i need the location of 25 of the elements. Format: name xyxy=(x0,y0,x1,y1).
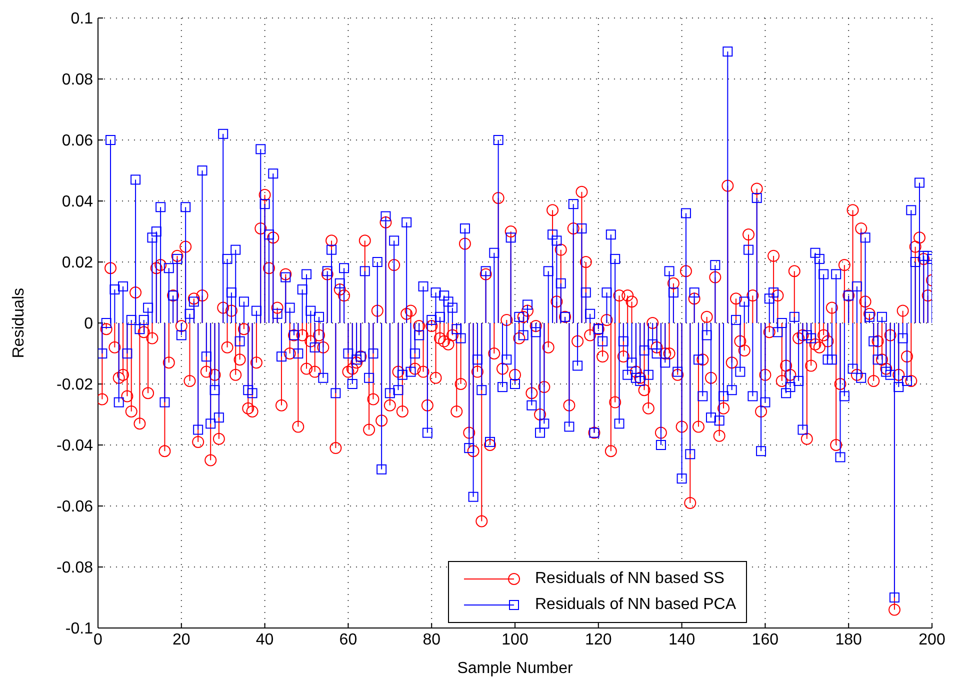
y-tick-label: 0 xyxy=(84,316,94,333)
x-tick-label: 60 xyxy=(339,631,358,648)
y-tick-label: 0.04 xyxy=(62,194,94,211)
y-tick-label: 0.02 xyxy=(62,254,94,272)
x-tick-label: 120 xyxy=(585,631,612,648)
y-tick-label: 0.08 xyxy=(62,72,94,89)
x-tick-label: 140 xyxy=(668,631,696,648)
x-tick-label: 40 xyxy=(256,631,274,648)
y-tick-label: -0.1 xyxy=(65,620,94,638)
x-tick-label: 20 xyxy=(172,631,190,648)
legend-label: Residuals of NN based PCA xyxy=(535,596,736,614)
legend-label: Residuals of NN based SS xyxy=(535,570,724,588)
x-tick-label: 100 xyxy=(502,631,528,648)
x-tick-label: 200 xyxy=(918,631,946,648)
x-tick-label: 180 xyxy=(835,631,862,648)
y-tick-label: 0.1 xyxy=(70,10,94,28)
x-tick-label: 80 xyxy=(422,631,441,648)
y-tick-label: -0.02 xyxy=(56,376,94,394)
y-tick-label: -0.06 xyxy=(56,498,94,516)
y-tick-label: 0.06 xyxy=(62,132,94,150)
y-tick-label: -0.04 xyxy=(56,438,94,455)
x-axis-title: Sample Number xyxy=(457,660,574,677)
y-tick-label: -0.08 xyxy=(56,560,94,577)
x-tick-label: 160 xyxy=(752,631,779,648)
y-axis-title: Residuals xyxy=(10,288,28,358)
